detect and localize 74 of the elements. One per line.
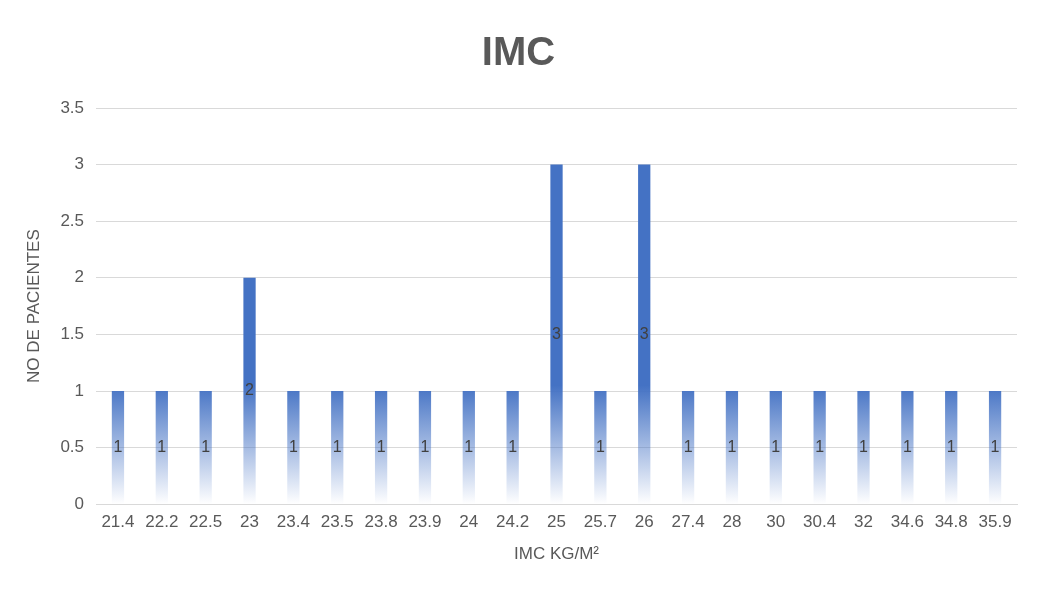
- x-tick-label: 26: [634, 512, 654, 532]
- bar: [462, 391, 475, 504]
- x-tick-label: 24.2: [496, 512, 530, 532]
- data-label: 1: [508, 437, 518, 455]
- data-label: 1: [376, 437, 386, 455]
- y-tick-label: 0: [74, 493, 85, 513]
- y-tick-label: 0.5: [60, 437, 85, 457]
- x-tick-label: 23: [240, 512, 259, 532]
- data-label: 1: [902, 437, 912, 455]
- bar: [638, 164, 651, 504]
- x-tick-label: 21.4: [101, 512, 135, 532]
- bar: [725, 391, 739, 504]
- data-label: 3: [552, 324, 562, 342]
- bar: [550, 164, 563, 504]
- y-axis-title: NO DE PACIENTES: [23, 229, 43, 383]
- data-label: 1: [420, 437, 430, 455]
- bar: [988, 391, 1002, 504]
- bar: [681, 391, 695, 504]
- data-label: 3: [639, 324, 649, 342]
- x-tick-label: 34.8: [934, 512, 968, 532]
- x-tick-label: 22.2: [145, 512, 179, 532]
- bar: [813, 391, 826, 504]
- bar: [331, 391, 344, 504]
- y-tick-label: 3: [74, 154, 85, 174]
- data-label: 1: [157, 437, 167, 455]
- y-tick-label: 2: [74, 267, 85, 287]
- data-label: 2: [245, 381, 255, 399]
- chart-title: IMC: [481, 29, 556, 74]
- x-tick-label: 22.5: [189, 512, 223, 532]
- data-label: 1: [859, 437, 869, 455]
- y-tick-label: 1: [74, 380, 85, 400]
- x-tick-label: 30: [766, 512, 786, 532]
- data-label: 1: [815, 437, 825, 455]
- x-tick-label: 28: [722, 512, 742, 532]
- data-label: 1: [946, 437, 956, 455]
- data-label: 1: [332, 437, 342, 455]
- data-label: 1: [727, 437, 737, 455]
- data-label: 1: [595, 437, 605, 455]
- x-tick-label: 27.4: [671, 512, 705, 532]
- x-tick-label: 32: [854, 512, 873, 532]
- y-tick-label: 2.5: [60, 210, 85, 230]
- y-tick-label: 3.5: [60, 97, 85, 117]
- bar: [594, 391, 607, 504]
- data-label: 1: [771, 437, 781, 455]
- x-tick-label: 35.9: [978, 512, 1012, 532]
- bar: [945, 391, 958, 504]
- data-label: 1: [113, 437, 123, 455]
- bar: [199, 391, 212, 504]
- x-tick-label: 23.5: [320, 512, 354, 532]
- bar: [155, 391, 168, 504]
- data-label: 1: [990, 437, 1000, 455]
- bar: [111, 391, 125, 504]
- bar: [243, 277, 256, 504]
- x-tick-label: 23.9: [408, 512, 442, 532]
- bar: [769, 391, 782, 504]
- bar: [374, 391, 388, 504]
- bar: [287, 391, 300, 504]
- x-tick-label: 24: [459, 512, 479, 532]
- y-tick-label: 1.5: [60, 324, 85, 344]
- x-tick-label: 23.8: [364, 512, 398, 532]
- x-tick-label: 23.4: [276, 512, 310, 532]
- x-tick-label: 25.7: [583, 512, 617, 532]
- bar: [901, 391, 914, 504]
- x-axis-title: IMC KG/M²: [514, 544, 600, 564]
- data-label: 1: [683, 437, 693, 455]
- x-tick-label: 34.6: [890, 512, 924, 532]
- bar: [857, 391, 870, 504]
- x-tick-label: 25: [547, 512, 566, 532]
- data-label: 1: [288, 437, 298, 455]
- bar: [506, 391, 519, 504]
- x-tick-label: 30.4: [803, 512, 837, 532]
- data-label: 1: [201, 437, 211, 455]
- data-label: 1: [464, 437, 474, 455]
- bar: [418, 391, 432, 504]
